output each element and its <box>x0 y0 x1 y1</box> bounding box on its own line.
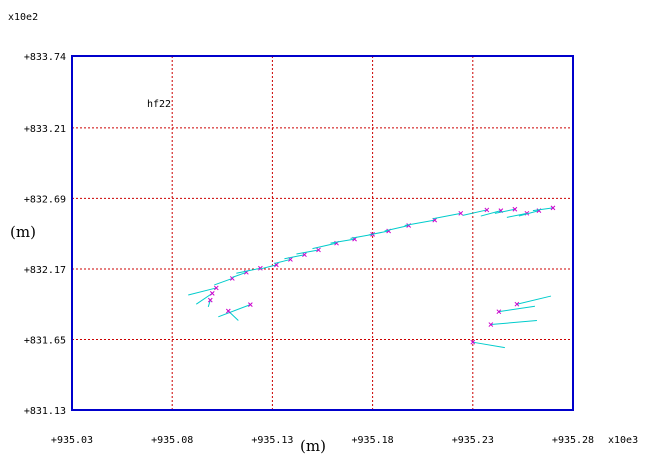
station-marker-9 <box>316 247 321 253</box>
vector-line-0 <box>218 304 251 318</box>
x-axis-label: (m) <box>300 437 326 455</box>
x-tick-label: +935.28 <box>552 435 594 446</box>
vector-line-22 <box>532 207 554 212</box>
vector-line-15 <box>404 219 435 227</box>
station-marker-5 <box>258 265 263 271</box>
vector-line-20 <box>506 212 528 218</box>
vector-line-4 <box>232 271 247 278</box>
vector-line-27 <box>498 305 535 313</box>
y-tick-label: +831.65 <box>24 335 66 346</box>
y-tick-label: +831.13 <box>24 406 66 417</box>
x-tick-label: +935.08 <box>151 435 193 446</box>
station-marker-22 <box>550 205 556 211</box>
vector-line-14 <box>384 225 409 232</box>
y-tick-label: +833.74 <box>24 52 66 63</box>
plot-frame <box>71 55 574 411</box>
vector-line-10 <box>312 242 337 250</box>
y-multiplier-label: x10e2 <box>8 12 38 23</box>
y-tick-label: +832.69 <box>24 194 66 205</box>
station-marker-1 <box>209 291 215 296</box>
vector-line-26 <box>490 319 537 326</box>
station-marker-17 <box>484 207 490 213</box>
vector-line-19 <box>494 208 515 214</box>
x-tick-labels: +935.03 +935.08 +935.13 +935.18 +935.23 +935.… <box>51 435 594 446</box>
vector-line-17 <box>462 209 487 216</box>
y-tick-label: +833.21 <box>24 124 66 135</box>
vector-line-25 <box>472 341 505 349</box>
station-marker-16 <box>458 210 464 216</box>
station-annotation: hf22 <box>147 99 171 110</box>
vector-line-11 <box>330 238 355 244</box>
y-tick-label: +832.17 <box>24 265 66 276</box>
station-marker-28 <box>514 301 520 307</box>
vector-line-13 <box>368 230 389 236</box>
vector-line-21 <box>518 210 540 217</box>
vector-line-1 <box>195 292 213 305</box>
station-marker-8 <box>302 252 307 258</box>
x-tick-label: +935.03 <box>51 435 93 446</box>
vector-line-9 <box>296 249 319 255</box>
vector-line-24 <box>207 299 211 308</box>
vector-line-2 <box>188 287 217 296</box>
vector-line-8 <box>284 254 305 260</box>
station-marker-2 <box>213 285 219 291</box>
x-tick-label: +935.13 <box>251 435 293 446</box>
x-tick-label: +935.23 <box>452 435 494 446</box>
station-marker-25 <box>470 339 476 345</box>
vector-line-16 <box>432 212 461 220</box>
vector-line-7 <box>274 258 291 265</box>
station-marker-0 <box>248 302 253 307</box>
station-marker-19 <box>512 206 518 212</box>
y-axis-label: (m) <box>10 223 36 241</box>
x-tick-label: +935.18 <box>352 435 394 446</box>
vector-line-6 <box>260 264 277 270</box>
vector-line-3 <box>214 277 233 286</box>
station-marker-24 <box>207 297 213 303</box>
station-marker-23 <box>225 308 231 314</box>
x-multiplier-label: x10e3 <box>608 435 638 446</box>
grid-lines <box>72 56 573 410</box>
vector-line-28 <box>516 295 552 305</box>
station-marker-27 <box>496 309 502 315</box>
station-marker-26 <box>488 322 494 327</box>
y-tick-labels: +833.74 +833.21 +832.69 +832.17 +831.65 +831.… <box>24 52 66 417</box>
vector-series <box>188 205 556 349</box>
vector-line-18 <box>480 210 501 217</box>
vector-line-5 <box>236 267 261 274</box>
